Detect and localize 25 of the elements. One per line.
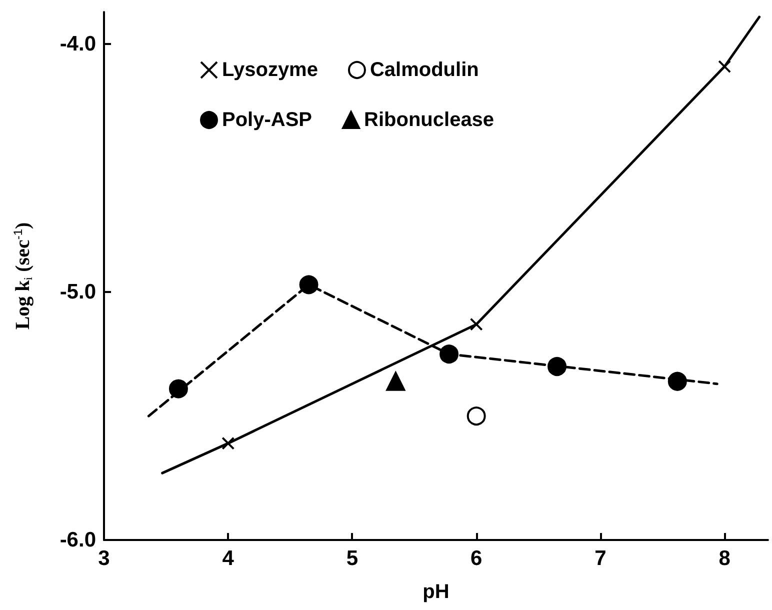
point xyxy=(668,372,687,391)
point xyxy=(466,406,486,426)
legend-label: Lysozyme xyxy=(222,59,318,81)
point xyxy=(168,379,188,398)
legend-label: Poly-ASP xyxy=(222,109,312,131)
y-tick-label: -5.0 xyxy=(60,280,96,304)
y-tick-label: -6.0 xyxy=(60,528,96,552)
x-tick-label: 7 xyxy=(594,547,606,570)
point xyxy=(386,372,406,391)
y-tick-label: -4.0 xyxy=(60,32,96,56)
legend-label: Calmodulin xyxy=(370,59,479,81)
x-tick-label: 5 xyxy=(346,547,358,570)
x-tick-label: 8 xyxy=(718,547,731,570)
x-tick-label: 3 xyxy=(98,547,110,570)
x-tick-label: 6 xyxy=(470,547,482,570)
legend-label: Ribonuclease xyxy=(364,109,494,131)
point xyxy=(470,318,483,331)
point xyxy=(548,356,567,376)
point xyxy=(299,275,318,294)
point xyxy=(718,60,732,74)
x-tick-label: 4 xyxy=(222,547,234,570)
y-axis-title: Log ki (sec-1) xyxy=(11,222,35,330)
point xyxy=(440,344,459,364)
point xyxy=(222,436,235,450)
x-axis-title: pH xyxy=(422,581,450,603)
